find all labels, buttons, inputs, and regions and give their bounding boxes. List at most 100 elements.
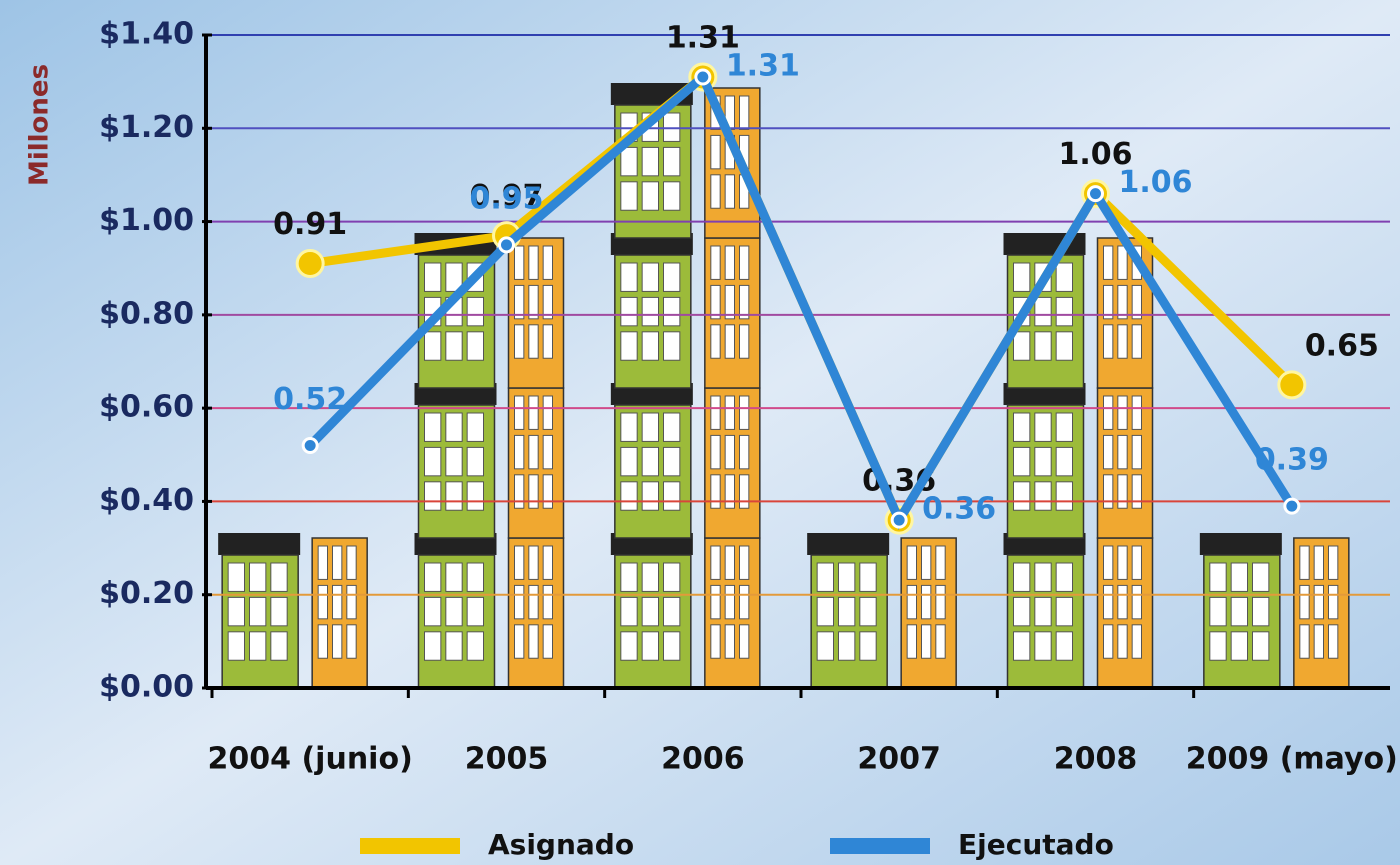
- window: [816, 562, 835, 592]
- window: [710, 584, 721, 620]
- window: [739, 584, 750, 620]
- window: [935, 545, 946, 580]
- window: [859, 631, 877, 661]
- window: [724, 174, 736, 209]
- window: [641, 412, 660, 442]
- window: [1230, 562, 1248, 592]
- window: [724, 395, 736, 430]
- window: [710, 134, 721, 170]
- x-tick-label: 2005: [465, 742, 549, 777]
- point: [1283, 497, 1301, 515]
- window: [663, 181, 681, 211]
- y-tick-label: $0.80: [99, 296, 194, 331]
- window: [641, 262, 660, 292]
- window: [724, 474, 736, 509]
- window: [1299, 584, 1310, 620]
- window: [1117, 284, 1128, 320]
- window: [424, 631, 442, 661]
- point: [295, 249, 325, 279]
- point: [694, 68, 712, 86]
- data-label: 0.95: [469, 181, 543, 216]
- window: [663, 446, 681, 477]
- window: [1055, 562, 1073, 592]
- roof: [218, 533, 301, 555]
- x-tick-label: 2009 (mayo): [1186, 742, 1398, 777]
- window: [1034, 481, 1052, 511]
- window: [542, 434, 554, 470]
- window: [1013, 262, 1031, 292]
- window: [542, 545, 554, 580]
- window: [528, 474, 539, 509]
- window: [1055, 446, 1073, 477]
- window: [1117, 624, 1128, 659]
- window: [1103, 624, 1114, 659]
- window: [724, 584, 736, 620]
- window: [270, 631, 288, 661]
- window: [620, 446, 638, 477]
- legend-label: Asignado: [488, 828, 634, 861]
- window: [641, 296, 660, 327]
- decoration: [218, 83, 1350, 689]
- legend-label: Ejecutado: [958, 828, 1114, 861]
- window: [710, 545, 721, 580]
- window: [663, 112, 681, 142]
- window: [663, 296, 681, 327]
- window: [317, 584, 328, 620]
- window: [921, 624, 932, 659]
- data-label: 0.39: [1255, 443, 1329, 478]
- window: [663, 331, 681, 361]
- window: [710, 174, 721, 209]
- x-tick-label: 2004 (junio): [208, 742, 413, 777]
- window: [528, 324, 539, 359]
- window: [424, 262, 442, 292]
- window: [445, 562, 463, 592]
- window: [1117, 584, 1128, 620]
- window: [739, 624, 750, 659]
- window: [528, 395, 539, 430]
- window: [641, 481, 660, 511]
- window: [1055, 262, 1073, 292]
- window: [227, 631, 246, 661]
- window: [620, 631, 638, 661]
- window: [514, 245, 525, 280]
- window: [1055, 481, 1073, 511]
- window: [528, 245, 539, 280]
- window: [710, 395, 721, 430]
- window: [739, 324, 750, 359]
- data-label: 0.65: [1305, 328, 1379, 363]
- window: [1103, 245, 1114, 280]
- window: [528, 545, 539, 580]
- window: [1103, 584, 1114, 620]
- window: [620, 412, 638, 442]
- window: [1034, 631, 1052, 661]
- window: [1131, 395, 1142, 430]
- window: [724, 324, 736, 359]
- window: [1013, 412, 1031, 442]
- window: [620, 262, 638, 292]
- window: [542, 324, 554, 359]
- window: [514, 284, 525, 320]
- window: [620, 181, 638, 211]
- window: [466, 412, 484, 442]
- window: [1328, 545, 1339, 580]
- window: [1313, 584, 1324, 620]
- window: [514, 624, 525, 659]
- window: [1230, 631, 1248, 661]
- window: [445, 331, 463, 361]
- window: [641, 446, 660, 477]
- y-tick-label: $0.00: [99, 670, 194, 705]
- window: [1252, 631, 1270, 661]
- window: [1131, 624, 1142, 659]
- window: [1103, 284, 1114, 320]
- window: [514, 434, 525, 470]
- series-line: [306, 69, 1296, 530]
- window: [227, 562, 246, 592]
- window: [663, 596, 681, 627]
- window: [620, 296, 638, 327]
- window: [620, 146, 638, 177]
- window: [1117, 245, 1128, 280]
- window: [1055, 331, 1073, 361]
- y-tick-label: $0.40: [99, 483, 194, 518]
- window: [710, 245, 721, 280]
